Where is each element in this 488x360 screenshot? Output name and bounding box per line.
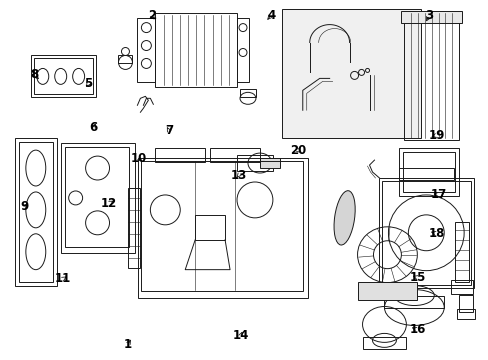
- Bar: [458, 294, 472, 312]
- Text: 2: 2: [147, 9, 156, 22]
- Text: 1: 1: [123, 338, 131, 351]
- Text: 7: 7: [164, 124, 173, 138]
- Bar: [138, 158, 307, 298]
- Bar: [456, 310, 474, 319]
- Bar: [237, 155, 272, 171]
- Bar: [155, 148, 205, 162]
- Bar: [210, 148, 260, 162]
- Text: 18: 18: [428, 227, 444, 240]
- Bar: [34, 58, 92, 94]
- Bar: [195, 215, 224, 240]
- Text: 5: 5: [84, 77, 93, 90]
- Bar: [399, 168, 453, 180]
- Bar: [61, 143, 135, 253]
- Bar: [382, 181, 470, 285]
- Bar: [399, 148, 458, 196]
- Bar: [403, 152, 454, 192]
- Text: 4: 4: [266, 9, 275, 22]
- Ellipse shape: [333, 191, 354, 245]
- Bar: [137, 18, 155, 82]
- Bar: [362, 337, 406, 349]
- Text: 19: 19: [428, 129, 444, 142]
- Bar: [281, 9, 421, 138]
- Bar: [379, 178, 473, 288]
- Bar: [15, 138, 57, 285]
- Text: 8: 8: [30, 68, 38, 81]
- Bar: [357, 282, 416, 300]
- Bar: [240, 89, 255, 97]
- Text: 12: 12: [101, 197, 117, 210]
- Text: 17: 17: [429, 188, 446, 201]
- Text: 11: 11: [55, 272, 71, 285]
- Text: 9: 9: [20, 201, 28, 213]
- Bar: [237, 18, 248, 82]
- Text: 10: 10: [130, 152, 146, 165]
- Text: 3: 3: [425, 9, 433, 22]
- Bar: [404, 11, 458, 140]
- Bar: [260, 158, 279, 168]
- Text: 13: 13: [230, 169, 246, 182]
- Text: 6: 6: [89, 121, 98, 134]
- Bar: [31, 55, 95, 97]
- Text: 14: 14: [232, 329, 248, 342]
- Bar: [64, 147, 129, 247]
- Bar: [155, 13, 237, 87]
- Bar: [19, 142, 53, 282]
- Bar: [401, 11, 461, 23]
- Bar: [118, 55, 132, 63]
- Bar: [454, 222, 468, 282]
- Bar: [128, 188, 140, 268]
- Bar: [384, 296, 443, 307]
- Bar: [141, 161, 302, 291]
- Text: 15: 15: [408, 271, 425, 284]
- Text: 20: 20: [289, 144, 305, 157]
- Bar: [450, 280, 472, 293]
- Text: 16: 16: [408, 323, 425, 336]
